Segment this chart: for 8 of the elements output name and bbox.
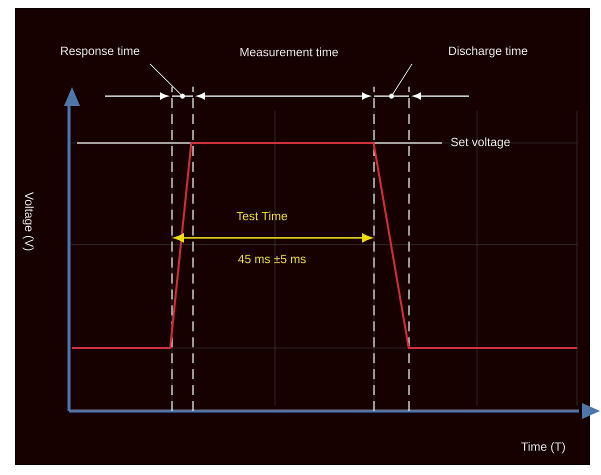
x-axis-title: Time (T) — [521, 442, 565, 454]
annotation: 45 ms ±5 ms — [238, 254, 306, 264]
text: Response time — [61, 46, 140, 58]
ref-line-label: Set voltage — [451, 137, 510, 149]
y-axis-title: Voltage (V) — [22, 192, 34, 250]
text: Discharge time — [449, 46, 528, 58]
text: Measurement time — [240, 48, 338, 56]
annotation: Test Time — [236, 212, 288, 220]
